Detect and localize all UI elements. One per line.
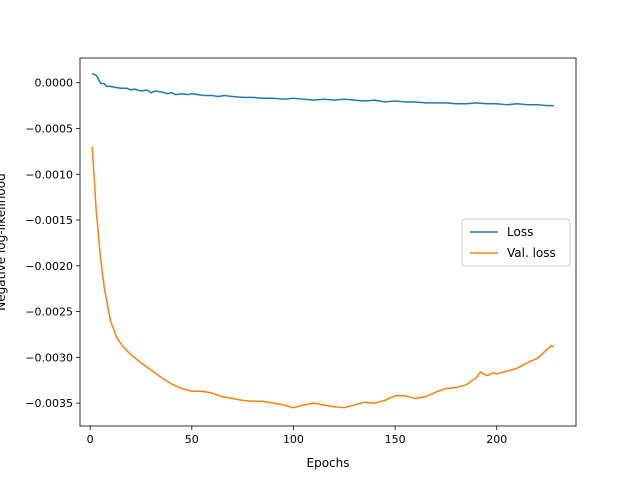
x-axis-label: Epochs [307,456,350,470]
y-tick-label: −0.0020 [25,260,73,273]
legend-label: Loss [507,225,533,239]
x-tick-label: 150 [385,433,406,446]
series-layer [91,72,555,409]
legend: Loss Val. loss [461,218,571,267]
series-line-val-loss [91,146,555,409]
x-axis-ticks: 0 50 100 150 200 [87,426,507,446]
plot-frame [79,57,577,427]
x-tick-label: 100 [283,433,304,446]
x-tick-label: 0 [87,433,94,446]
y-axis-ticks: 0.0000 −0.0005 −0.0010 −0.0015 −0.0020 −0.002… [25,77,80,410]
y-tick-label: −0.0030 [25,351,73,364]
y-tick-label: −0.0025 [25,306,73,319]
y-tick-label: −0.0015 [25,214,73,227]
y-tick-label: −0.0035 [25,397,73,410]
legend-box [461,218,571,267]
y-tick-label: −0.0005 [25,122,73,135]
y-axis-label: Negative log-likelihood [0,173,8,310]
y-tick-label: −0.0010 [25,168,73,181]
x-tick-label: 50 [185,433,199,446]
x-tick-label: 200 [486,433,507,446]
legend-label: Val. loss [507,246,556,260]
series-line-loss [91,72,554,107]
y-tick-label: 0.0000 [35,77,74,90]
